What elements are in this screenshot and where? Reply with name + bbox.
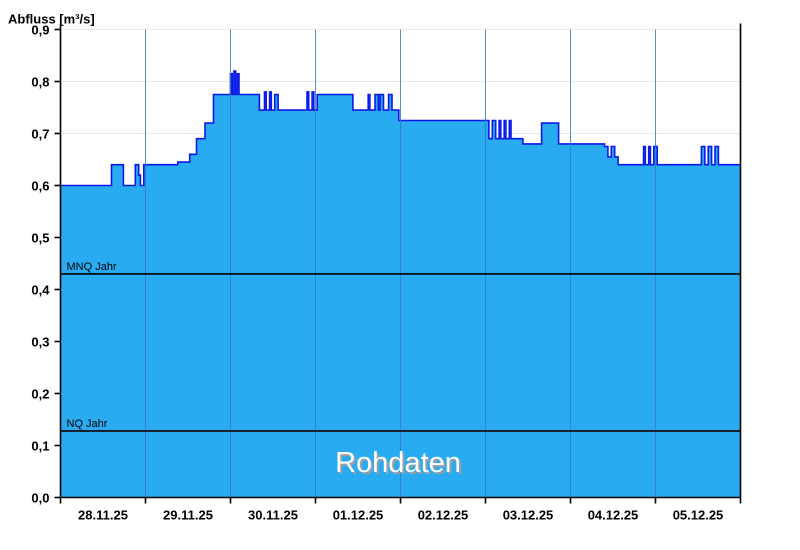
y-axis-tick-label: 0,5	[31, 231, 49, 246]
x-axis-tick-label: 28.11.25	[78, 508, 128, 523]
y-axis-tick-label: 0,9	[31, 23, 49, 38]
x-axis-tick-label: 05.12.25	[673, 508, 724, 523]
y-axis-tick-label: 0,3	[31, 335, 49, 350]
data-step-line	[60, 70, 741, 187]
y-axis-tick-label: 0,1	[31, 439, 49, 454]
y-axis-tick-label: 0,7	[31, 127, 49, 142]
y-axis-tick-label: 0,6	[31, 179, 49, 194]
watermark-label: Rohdaten	[335, 447, 461, 479]
y-axis-tick-label: 0,2	[31, 387, 49, 402]
watermark-shadow: Rohdaten	[337, 449, 463, 481]
x-axis-tick-label: 30.11.25	[248, 508, 298, 523]
x-axis-tick-label: 04.12.25	[588, 508, 639, 523]
y-axis-tick-label: 0,8	[31, 75, 49, 90]
x-axis-tick-label: 03.12.25	[503, 508, 554, 523]
y-axis-tick-label: 0,0	[31, 491, 49, 506]
reference-line-label-0: MNQ Jahr	[67, 261, 117, 273]
y-axis-tick-label: 0,4	[31, 283, 50, 298]
reference-line-label-1: NQ Jahr	[67, 418, 108, 430]
x-axis-tick-label: 02.12.25	[418, 508, 469, 523]
x-axis-tick-label: 01.12.25	[333, 508, 384, 523]
x-axis-tick-label: 29.11.25	[163, 508, 213, 523]
chart-title: Abfluss [m³/s]	[8, 12, 95, 27]
